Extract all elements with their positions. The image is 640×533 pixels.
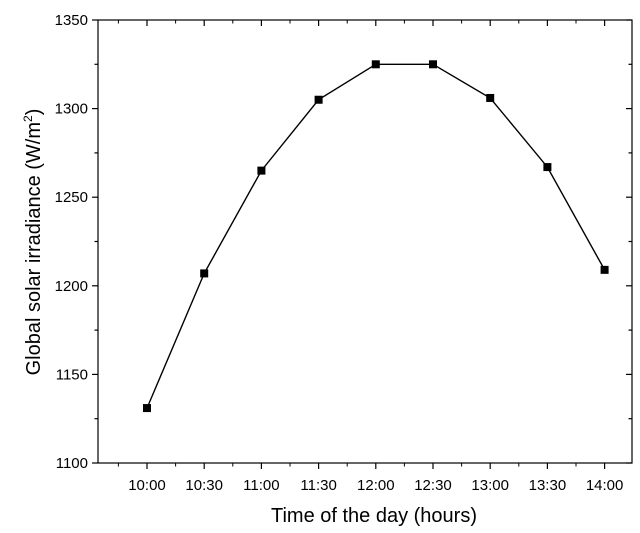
tick-labels: 10:00 10:30 11:00 11:30 12:00 12:30 13:00 13:30…: [55, 12, 624, 494]
y-tick-label: 1200: [55, 278, 88, 295]
data-point-marker: [600, 265, 609, 274]
x-tick-label: 12:30: [414, 477, 452, 494]
series-markers: [143, 60, 609, 413]
x-tick-label: 10:00: [128, 477, 166, 494]
data-point-marker: [429, 60, 437, 69]
y-tick-label: 1300: [55, 101, 88, 118]
x-tick-label: 13:00: [471, 477, 509, 494]
data-point-marker: [143, 404, 151, 413]
y-axis-label-main: Global solar irradiance (W/m: [23, 122, 45, 375]
y-tick-label: 1250: [55, 189, 88, 206]
x-axis-label: Time of the day (hours): [271, 505, 477, 527]
y-axis-label: Global solar irradiance (W/m2): [21, 109, 45, 376]
data-point-marker: [257, 166, 266, 175]
data-point-marker: [314, 95, 323, 104]
series-line: [146, 63, 606, 409]
x-tick-label: 11:30: [300, 477, 336, 494]
data-point-marker: [543, 163, 552, 172]
x-tick-label: 11:00: [243, 477, 279, 494]
x-tick-label: 10:30: [185, 477, 223, 494]
y-axis-label-superscript: 2: [21, 115, 35, 122]
data-point-marker: [486, 93, 495, 102]
x-tick-label: 13:30: [529, 477, 567, 494]
x-tick-label: 12:00: [357, 477, 395, 494]
data-point-marker: [200, 269, 209, 278]
axes: [97, 19, 633, 464]
y-tick-label: 1100: [56, 455, 88, 472]
data-point-marker: [371, 60, 380, 69]
axis-ticks: [92, 19, 632, 469]
y-tick-label: 1350: [55, 12, 88, 29]
plot-frame: [97, 19, 633, 464]
y-tick-label: 1150: [56, 366, 88, 383]
x-tick-label: 14:00: [586, 477, 624, 494]
y-axis-label-close: ): [23, 109, 45, 116]
